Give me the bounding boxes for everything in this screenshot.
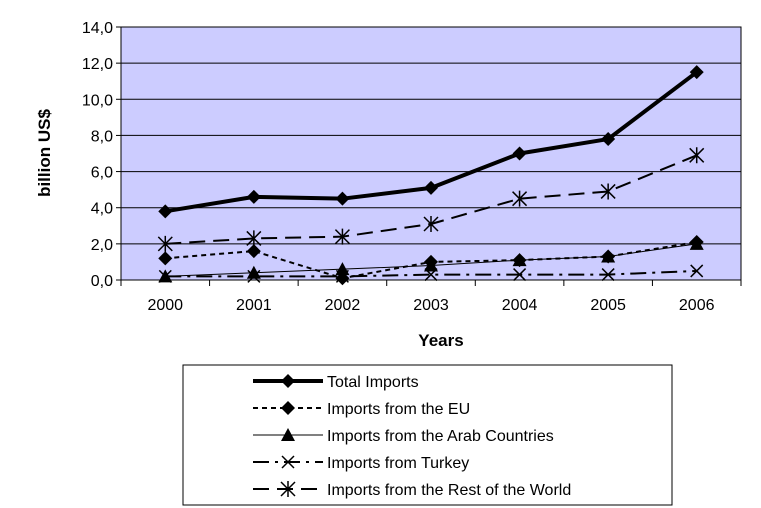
- legend-label: Total Imports: [327, 374, 419, 391]
- series-5: [157, 147, 705, 252]
- x-tick-label: 2002: [325, 297, 361, 314]
- data-point: [689, 236, 704, 250]
- data-point: [512, 253, 527, 267]
- series-4: [158, 264, 704, 283]
- data-point: [158, 204, 173, 219]
- data-point: [281, 428, 295, 441]
- legend-label: Imports from Turkey: [327, 455, 469, 472]
- data-point: [246, 244, 261, 259]
- data-point: [281, 455, 295, 469]
- y-axis-title: billion US$: [35, 109, 54, 197]
- x-axis-title: Years: [418, 331, 463, 350]
- y-tick-label: 14,0: [82, 20, 113, 37]
- y-tick-label: 0,0: [91, 273, 113, 290]
- data-point: [690, 264, 704, 278]
- x-tick-label: 2004: [502, 297, 538, 314]
- gridlines: [121, 26, 741, 281]
- data-point: [423, 215, 439, 232]
- series-group: [157, 65, 705, 286]
- y-tick-label: 6,0: [91, 165, 113, 182]
- y-tick-label: 12,0: [82, 56, 113, 73]
- data-point: [689, 65, 704, 80]
- y-axis-ticks: 0,0 2,0 4,0 6,0 8,0 10,0 12,0 14,0: [82, 20, 121, 290]
- data-point: [512, 190, 528, 207]
- x-tick-label: 2001: [236, 297, 272, 314]
- data-point: [158, 251, 173, 266]
- data-point: [246, 189, 261, 204]
- y-tick-label: 8,0: [91, 128, 113, 145]
- legend-item: Imports from the EU: [253, 401, 470, 418]
- y-tick-label: 4,0: [91, 201, 113, 218]
- legend-item: Imports from Turkey: [253, 455, 469, 472]
- data-point: [158, 269, 172, 283]
- y-tick-label: 2,0: [91, 237, 113, 254]
- data-point: [689, 147, 705, 164]
- x-tick-label: 2003: [413, 297, 449, 314]
- legend-item: Imports from the Arab Countries: [253, 428, 554, 445]
- data-point: [601, 132, 616, 147]
- data-point: [334, 228, 350, 245]
- data-point: [247, 269, 261, 283]
- data-point: [424, 258, 438, 272]
- legend: Total Imports Imports from the EU Imports …: [253, 374, 571, 499]
- data-point: [157, 235, 173, 252]
- legend-label: Imports from the Rest of the World: [327, 482, 571, 499]
- data-point: [335, 269, 349, 283]
- series-1: [158, 65, 704, 219]
- data-point: [281, 401, 295, 415]
- legend-item: Total Imports: [253, 374, 419, 391]
- data-point: [601, 268, 615, 282]
- data-point: [281, 374, 295, 388]
- x-axis-ticks: 2000 2001 2002 2003 2004 2005 2006: [120, 280, 742, 314]
- data-point: [424, 180, 438, 195]
- data-point: [600, 183, 616, 200]
- y-tick-label: 10,0: [82, 92, 113, 109]
- data-point: [280, 481, 296, 497]
- x-tick-label: 2005: [590, 297, 626, 314]
- legend-label: Imports from the Arab Countries: [327, 428, 554, 445]
- data-point: [335, 191, 350, 206]
- x-tick-label: 2000: [147, 297, 183, 314]
- data-point: [246, 230, 262, 247]
- plot-area: [120, 26, 742, 281]
- data-point: [512, 146, 527, 161]
- data-point: [424, 268, 438, 282]
- legend-item: Imports from the Rest of the World: [253, 481, 571, 499]
- legend-label: Imports from the EU: [327, 401, 470, 418]
- data-point: [513, 268, 527, 282]
- data-point: [601, 249, 616, 263]
- x-tick-label: 2006: [679, 297, 715, 314]
